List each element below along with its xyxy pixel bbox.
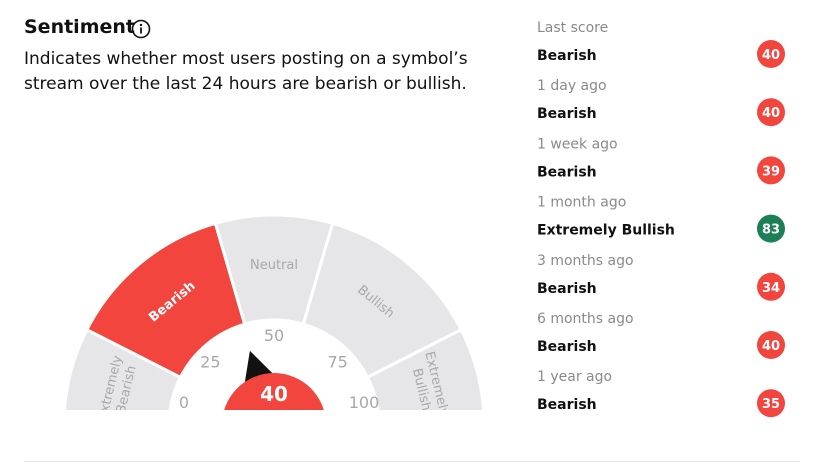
tick-label: 50: [264, 326, 284, 345]
score-badge: [757, 331, 785, 359]
tick-label: 25: [200, 352, 220, 371]
segment-label: Neutral: [250, 258, 298, 273]
score-badge: [757, 98, 785, 127]
value-dial: [224, 373, 324, 410]
score-badge: [757, 389, 785, 418]
sentiment-label: Bearish: [537, 339, 597, 355]
period: Last score: [537, 20, 608, 36]
period: 1 day ago: [537, 78, 607, 94]
score-badge: [757, 272, 785, 301]
score-label: 35: [762, 397, 780, 412]
gauge-segment: [365, 327, 485, 410]
value-label: 40: [260, 382, 288, 406]
period: 1 year ago: [537, 369, 612, 385]
sentiment-label: Extremely Bullish: [537, 223, 675, 239]
tick-label: 100: [349, 393, 380, 412]
info-icon[interactable]: [131, 19, 151, 39]
score-badge: [757, 40, 785, 68]
score-label: 40: [762, 339, 780, 354]
score-label: 34: [762, 281, 780, 296]
segment-label: Extremely Bearish: [96, 350, 143, 425]
period: 3 months ago: [537, 253, 634, 269]
gauge: Extremely BearishBearishNeutralBullishEx…: [63, 213, 485, 425]
tick-label: 0: [179, 393, 189, 412]
score-label: 40: [762, 48, 780, 63]
sentiment-label: Bearish: [537, 397, 597, 413]
sentiment-label: Bearish: [537, 281, 597, 297]
score-label: 83: [762, 223, 780, 238]
tick-label: 75: [327, 352, 347, 371]
sentiment-label: Bearish: [537, 164, 597, 180]
sentiment-label: Bearish: [537, 48, 597, 64]
title: Sentiment: [24, 16, 135, 38]
score-badge: [757, 156, 785, 185]
history-list: Last score Bearish 40 1 day ago Bearish 40 1 w…: [537, 20, 785, 418]
divider: [24, 461, 800, 462]
segment-label: Extremely Bullish: [406, 350, 453, 425]
period: 6 months ago: [537, 311, 634, 327]
score-label: 39: [762, 164, 780, 179]
score-badge: [757, 214, 785, 243]
period: 1 month ago: [537, 195, 626, 211]
period: 1 week ago: [537, 136, 618, 152]
description: Indicates whether most users posting on …: [24, 49, 468, 94]
sentiment-label: Bearish: [537, 106, 597, 122]
score-label: 40: [762, 106, 780, 121]
